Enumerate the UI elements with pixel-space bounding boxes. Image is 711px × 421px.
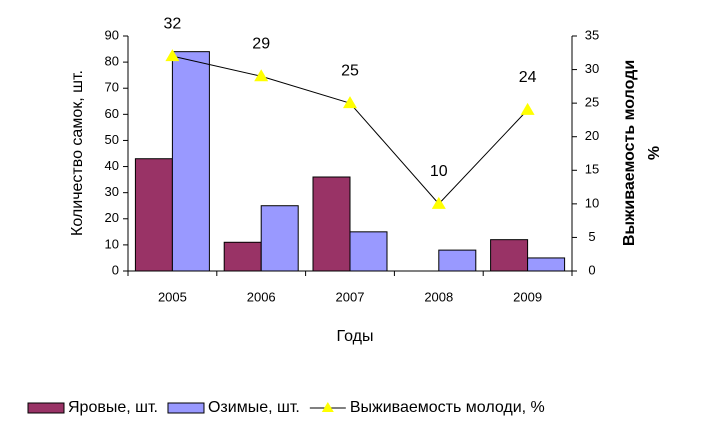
data-label: 29 [252, 36, 270, 53]
x-tick-label: 2006 [247, 289, 276, 304]
bar [312, 176, 351, 272]
bar [223, 241, 262, 272]
y2-tick-label: 30 [585, 61, 599, 76]
y2-tick-label: 5 [588, 229, 595, 244]
y-tick-label: 10 [105, 236, 119, 251]
y2-tick-label: 10 [585, 195, 599, 210]
y2-axis-title: Выживаемость молоди [621, 60, 638, 246]
y-tick-label: 90 [105, 27, 119, 42]
y2-tick-label: 25 [585, 95, 599, 110]
bar [349, 231, 388, 272]
marker [431, 196, 446, 209]
y-tick-label: 80 [105, 54, 119, 69]
data-label: 10 [430, 163, 448, 180]
x-tick-label: 2007 [336, 289, 365, 304]
bar [134, 158, 173, 272]
legend-swatch [167, 402, 205, 414]
legend-label: Яровые, шт. [68, 399, 158, 416]
x-axis-title: Годы [337, 328, 374, 345]
marker [343, 96, 357, 109]
y-tick-label: 50 [105, 132, 119, 147]
y2-tick-label: 15 [585, 162, 599, 177]
legend-swatch [27, 402, 65, 414]
y-tick-label: 60 [105, 106, 119, 121]
x-tick-label: 2005 [158, 289, 187, 304]
bar [490, 239, 529, 272]
y2-axis-title: % [646, 146, 663, 160]
y-tick-label: 30 [105, 184, 119, 199]
y-tick-label: 40 [105, 158, 119, 173]
bar [171, 51, 210, 272]
data-label: 32 [164, 15, 182, 32]
x-tick-label: 2008 [424, 289, 453, 304]
y-tick-label: 0 [112, 262, 119, 277]
legend-label: Озимые, шт. [208, 399, 300, 416]
y-axis-title: Количество самок, шт. [69, 70, 86, 236]
marker [165, 49, 180, 62]
legend-label: Выживаемость молоди, % [350, 399, 545, 416]
bar [438, 249, 477, 272]
marker [520, 102, 535, 115]
y2-tick-label: 20 [585, 128, 599, 143]
data-label: 25 [341, 62, 359, 79]
y2-tick-label: 35 [585, 27, 599, 42]
marker [254, 69, 269, 82]
x-tick-label: 2009 [513, 289, 542, 304]
bar [527, 257, 566, 272]
y-tick-label: 20 [105, 210, 119, 225]
bar [260, 205, 299, 272]
legend-marker [321, 402, 334, 412]
y2-tick-label: 0 [588, 262, 595, 277]
data-label: 24 [519, 69, 537, 86]
y-tick-label: 70 [105, 80, 119, 95]
